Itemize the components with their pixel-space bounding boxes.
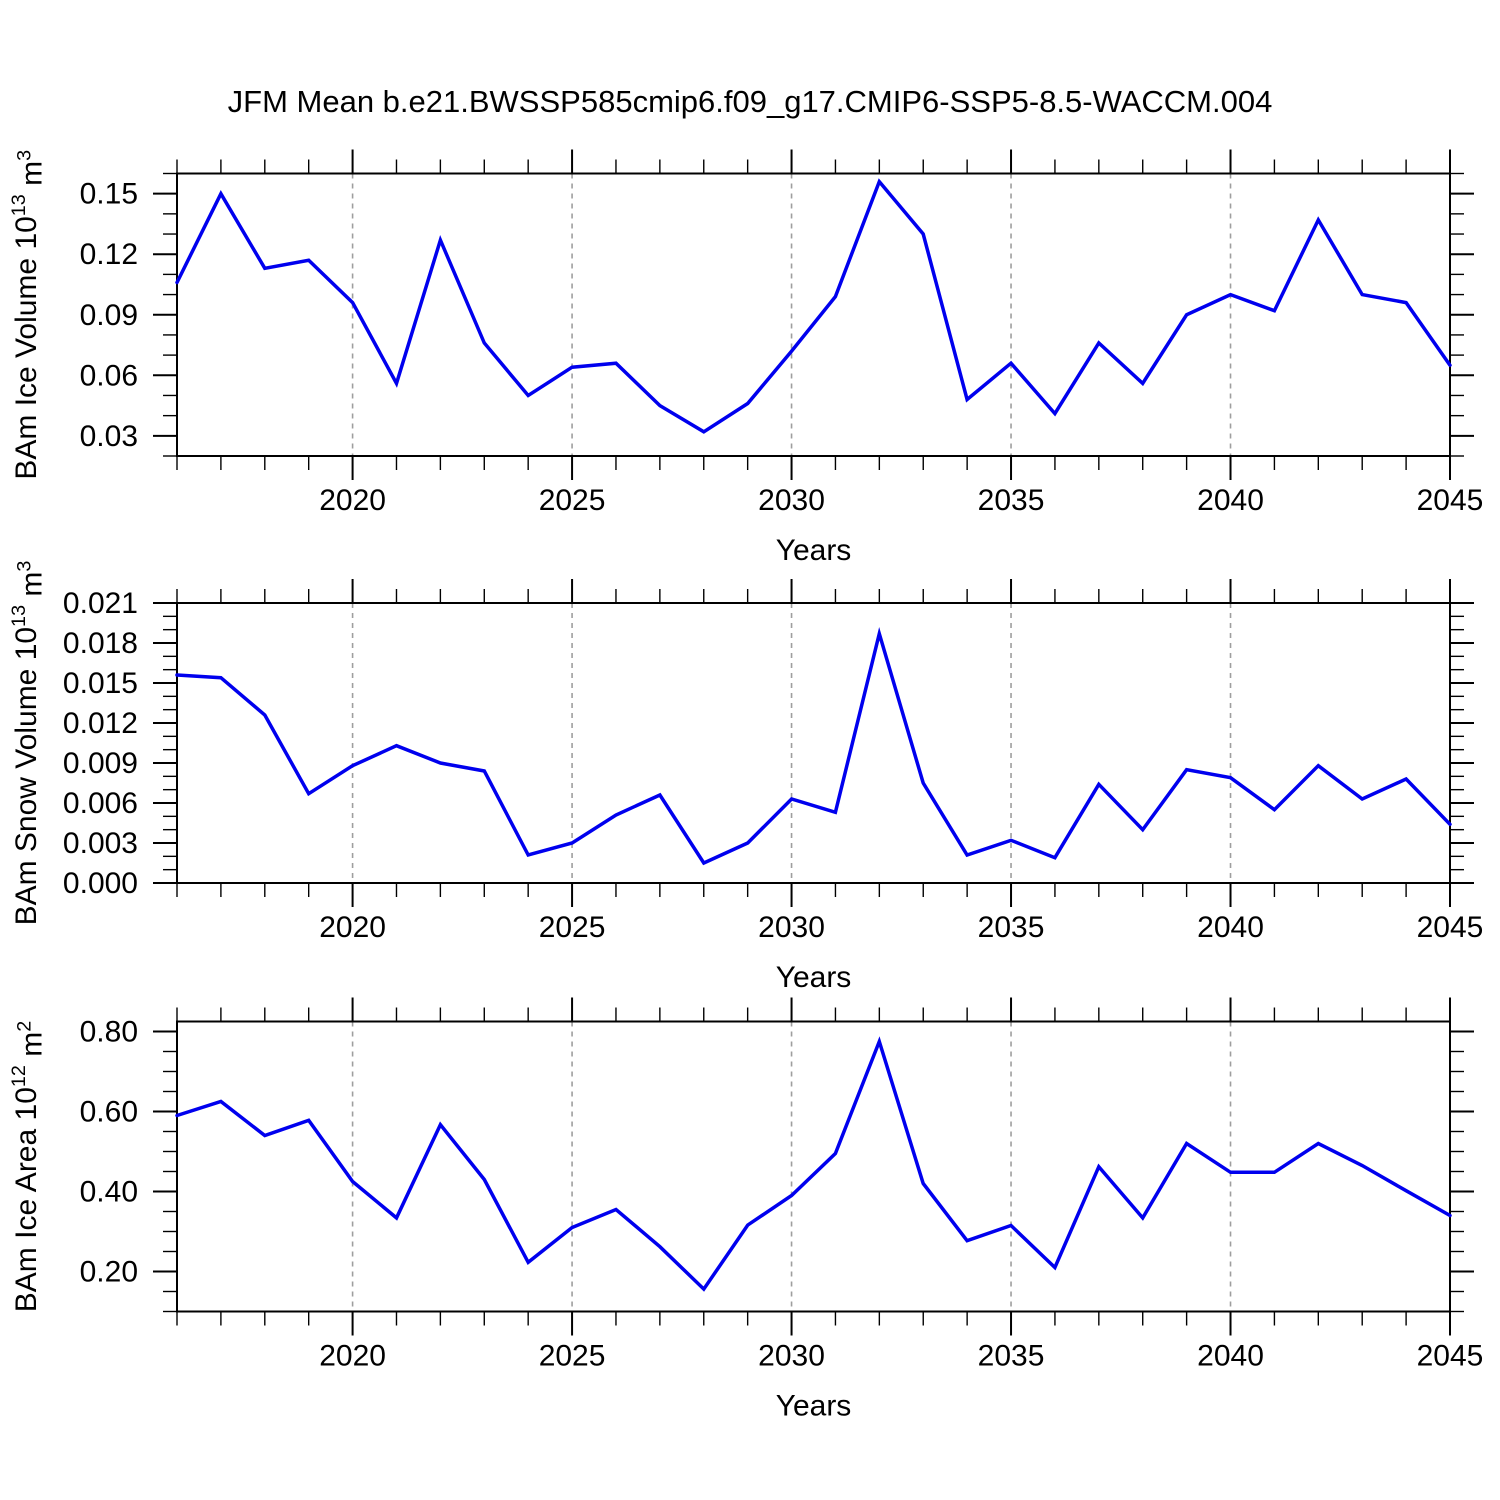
- snow-volume-x-tick-label: 2040: [1197, 911, 1264, 944]
- ice-volume-y-tick-label: 0.12: [80, 238, 138, 271]
- ice-volume-x-tick-label: 2020: [319, 484, 386, 517]
- snow-volume-y-tick-label: 0.000: [63, 867, 138, 900]
- snow-volume-chart: 2020 2025 2030 2035 2040 2045 0.000 0.003 0.006 0…: [8, 561, 1483, 994]
- ice-volume-x-tick-label: 2030: [758, 484, 825, 517]
- snow-volume-series-line: [175, 626, 1452, 866]
- snow-volume-x-tick-label: 2020: [319, 911, 386, 944]
- snow-volume-yaxis-title: BAm Snow Volume 1013 m3: [8, 561, 49, 926]
- ice-volume-x-tick-label: 2040: [1197, 484, 1264, 517]
- ice-area-y-tick-label: 0.80: [80, 1016, 138, 1049]
- snow-volume-xaxis-title: Years: [776, 961, 852, 994]
- ice-area-xaxis-title: Years: [776, 1390, 852, 1423]
- snow-volume-y-tick-label: 0.012: [63, 707, 138, 740]
- ice-volume-yaxis-title: BAm Ice Volume 1013 m3: [8, 150, 49, 480]
- ice-volume-x-tick-label: 2045: [1417, 484, 1484, 517]
- snow-volume-y-tick-label: 0.021: [63, 587, 138, 620]
- snow-volume-y-tick-label: 0.009: [63, 747, 138, 780]
- ice-area-plot-frame: [176, 1020, 1451, 1313]
- snow-volume-x-tick-label: 2045: [1417, 911, 1484, 944]
- ice-volume-y-tick-label: 0.09: [80, 299, 138, 332]
- ice-area-y-tick-label: 0.20: [80, 1256, 138, 1289]
- ice-area-x-tick-label: 2045: [1417, 1340, 1484, 1373]
- snow-volume-y-tick-label: 0.015: [63, 667, 138, 700]
- figure-title: JFM Mean b.e21.BWSSP585cmip6.f09_g17.CMI…: [227, 84, 1273, 119]
- snow-volume-plot-frame: [176, 602, 1451, 884]
- ice-area-x-tick-label: 2025: [539, 1340, 606, 1373]
- ice-volume-y-tick-label: 0.15: [80, 178, 138, 211]
- ice-area-x-tick-label: 2035: [978, 1340, 1045, 1373]
- ice-area-chart: 2020 2025 2030 2035 2040 2045 0.20 0.40 0.60 0.80…: [8, 997, 1484, 1423]
- snow-volume-y-tick-label: 0.003: [63, 827, 138, 860]
- ice-volume-x-tick-label: 2035: [978, 484, 1045, 517]
- ice-volume-plot-frame: [176, 172, 1451, 457]
- ice-volume-x-tick-label: 2025: [539, 484, 606, 517]
- snow-volume-x-tick-label: 2035: [978, 911, 1045, 944]
- ice-volume-y-tick-label: 0.06: [80, 359, 138, 392]
- ice-area-x-tick-label: 2040: [1197, 1340, 1264, 1373]
- snow-volume-y-tick-label: 0.006: [63, 787, 138, 820]
- ice-area-yaxis-title: BAm Ice Area 1012 m2: [8, 1021, 49, 1312]
- ice-area-x-tick-label: 2020: [319, 1340, 386, 1373]
- snow-volume-x-tick-label: 2025: [539, 911, 606, 944]
- ice-volume-series-line: [175, 178, 1452, 434]
- ice-volume-y-tick-label: 0.03: [80, 420, 138, 453]
- ice-area-series-line: [175, 1036, 1452, 1292]
- ice-volume-xaxis-title: Years: [776, 534, 852, 567]
- ice-area-x-tick-label: 2030: [758, 1340, 825, 1373]
- ice-volume-chart: 2020 2025 2030 2035 2040 2045 0.03 0.06 0.09 0.12…: [8, 149, 1484, 567]
- snow-volume-y-tick-label: 0.018: [63, 627, 138, 660]
- snow-volume-x-tick-label: 2030: [758, 911, 825, 944]
- ice-area-y-tick-label: 0.60: [80, 1096, 138, 1129]
- ice-area-y-tick-label: 0.40: [80, 1176, 138, 1209]
